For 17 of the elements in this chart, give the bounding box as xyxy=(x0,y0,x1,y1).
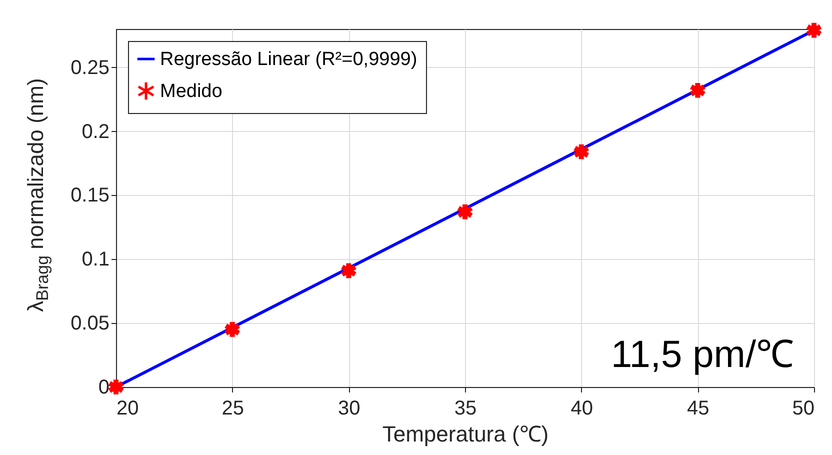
y-tick-label: 0.25 xyxy=(70,56,110,79)
x-axis-title: Temperatura (℃) xyxy=(382,422,549,446)
legend-label: Regressão Linear (R²=0,9999) xyxy=(160,49,418,70)
legend-label: Medido xyxy=(160,81,222,102)
x-tick-label: 25 xyxy=(222,398,244,420)
x-tick-label: 40 xyxy=(570,398,593,420)
annotation: 11,5 pm/℃ xyxy=(610,334,794,376)
x-tick-label: 20 xyxy=(116,398,139,420)
x-tick-label: 45 xyxy=(687,398,710,420)
y-tick-label: 0.15 xyxy=(70,184,110,207)
y-tick-label: 0.1 xyxy=(82,248,110,271)
x-tick-label: 30 xyxy=(338,398,360,420)
x-tick-label: 50 xyxy=(792,398,814,420)
y-tick-label: 0.05 xyxy=(70,312,110,335)
y-tick-label: 0 xyxy=(98,376,110,398)
y-tick-label: 0.2 xyxy=(82,120,110,143)
x-tick-label: 35 xyxy=(454,398,477,420)
